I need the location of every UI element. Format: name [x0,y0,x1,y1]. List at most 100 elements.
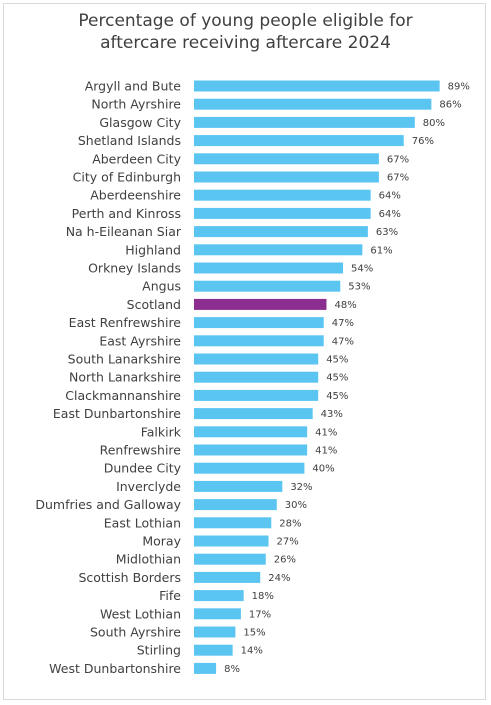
data-label-midlothian: 26% [274,555,296,566]
bar-shetland-islands [194,135,404,147]
category-label-south-lanarkshire: South Lanarkshire [68,352,182,367]
category-label-south-ayrshire: South Ayrshire [90,625,181,640]
bar-east-dunbartonshire [194,408,313,420]
category-label-orkney-islands: Orkney Islands [88,261,181,276]
category-label-falkirk: Falkirk [141,424,182,439]
bar-north-lanarkshire [194,371,319,383]
bar-orkney-islands [194,262,344,274]
bar-city-of-edinburgh [194,171,379,183]
data-label-north-lanarkshire: 45% [326,373,348,384]
data-label-city-of-edinburgh: 67% [387,173,409,184]
bar-midlothian [194,553,266,565]
data-label-stirling: 14% [241,646,263,657]
category-label-scottish-borders: Scottish Borders [78,570,181,585]
data-label-east-lothian: 28% [279,518,301,529]
category-label-fife: Fife [159,588,181,603]
data-label-aberdeen-city: 67% [387,154,409,165]
bar-fife [194,590,244,602]
data-label-orkney-islands: 54% [351,264,373,275]
bar-perth-and-kinross [194,207,371,219]
bar-falkirk [194,426,308,438]
category-label-renfrewshire: Renfrewshire [100,443,182,458]
data-label-scotland: 48% [334,300,356,311]
bar-aberdeen-city [194,153,379,165]
category-label-east-renfrewshire: East Renfrewshire [69,315,182,330]
category-label-highland: Highland [125,242,181,257]
category-label-shetland-islands: Shetland Islands [78,133,181,148]
bar-north-ayrshire [194,98,432,110]
bar-scottish-borders [194,571,261,583]
data-label-south-lanarkshire: 45% [326,355,348,366]
data-label-argyll-and-bute: 89% [448,82,470,93]
data-label-east-dunbartonshire: 43% [321,409,343,420]
category-label-glasgow-city: Glasgow City [99,115,181,130]
category-label-na-h-eileanan-siar: Na h-Eileanan Siar [66,224,182,239]
category-label-aberdeen-city: Aberdeen City [92,151,181,166]
bar-moray [194,535,269,547]
data-label-east-ayrshire: 47% [332,336,354,347]
category-label-clackmannanshire: Clackmannanshire [65,388,181,403]
category-label-east-lothian: East Lothian [104,515,181,530]
data-label-clackmannanshire: 45% [326,391,348,402]
chart-title: Percentage of young people eligible for … [0,10,491,54]
category-label-midlothian: Midlothian [116,552,181,567]
bar-east-lothian [194,517,272,529]
category-label-dumfries-and-galloway: Dumfries and Galloway [35,497,181,512]
category-label-west-lothian: West Lothian [100,606,181,621]
bar-renfrewshire [194,444,308,456]
category-label-argyll-and-bute: Argyll and Bute [85,79,182,94]
data-label-aberdeenshire: 64% [379,191,401,202]
chart-title-line-1: Percentage of young people eligible for [78,11,413,31]
bar-scotland [194,298,327,310]
bar-east-ayrshire [194,335,324,347]
bar-west-lothian [194,608,241,620]
category-label-moray: Moray [142,534,181,549]
data-label-west-lothian: 17% [249,609,271,620]
bar-highland [194,244,363,256]
data-label-renfrewshire: 41% [315,446,337,457]
data-label-fife: 18% [252,591,274,602]
bar-stirling [194,644,233,656]
data-label-glasgow-city: 80% [423,118,445,129]
bar-dumfries-and-galloway [194,499,277,511]
category-label-city-of-edinburgh: City of Edinburgh [73,170,181,185]
category-label-inverclyde: Inverclyde [116,479,181,494]
bar-east-renfrewshire [194,317,324,329]
bar-aberdeenshire [194,189,371,201]
category-label-north-lanarkshire: North Lanarkshire [69,370,181,385]
data-label-angus: 53% [348,282,370,293]
data-label-dumfries-and-galloway: 30% [285,500,307,511]
bar-na-h-eileanan-siar [194,226,368,238]
category-label-east-ayrshire: East Ayrshire [99,333,181,348]
category-label-west-dunbartonshire: West Dunbartonshire [49,661,181,676]
bar-inverclyde [194,480,283,492]
data-label-east-renfrewshire: 47% [332,318,354,329]
data-label-moray: 27% [277,537,299,548]
data-label-na-h-eileanan-siar: 63% [376,227,398,238]
bar-clackmannanshire [194,389,319,401]
bar-south-ayrshire [194,626,236,638]
bar-glasgow-city [194,116,415,128]
category-label-east-dunbartonshire: East Dunbartonshire [53,406,181,421]
data-label-inverclyde: 32% [290,482,312,493]
bar-angus [194,280,341,292]
bar-dundee-city [194,462,305,474]
category-label-dundee-city: Dundee City [104,461,182,476]
data-label-west-dunbartonshire: 8% [224,664,240,675]
bar-argyll-and-bute [194,80,440,92]
category-label-north-ayrshire: North Ayrshire [91,97,181,112]
data-label-north-ayrshire: 86% [439,100,461,111]
category-label-aberdeenshire: Aberdeenshire [90,188,181,203]
data-label-south-ayrshire: 15% [243,628,265,639]
data-label-perth-and-kinross: 64% [379,209,401,220]
data-label-scottish-borders: 24% [268,573,290,584]
chart-title-line-2: aftercare receiving aftercare 2024 [100,33,391,53]
data-label-dundee-city: 40% [312,464,334,475]
data-label-falkirk: 41% [315,427,337,438]
bar-south-lanarkshire [194,353,319,365]
category-label-scotland: Scotland [127,297,181,312]
data-label-shetland-islands: 76% [412,136,434,147]
bar-west-dunbartonshire [194,662,217,674]
category-label-angus: Angus [142,279,181,294]
